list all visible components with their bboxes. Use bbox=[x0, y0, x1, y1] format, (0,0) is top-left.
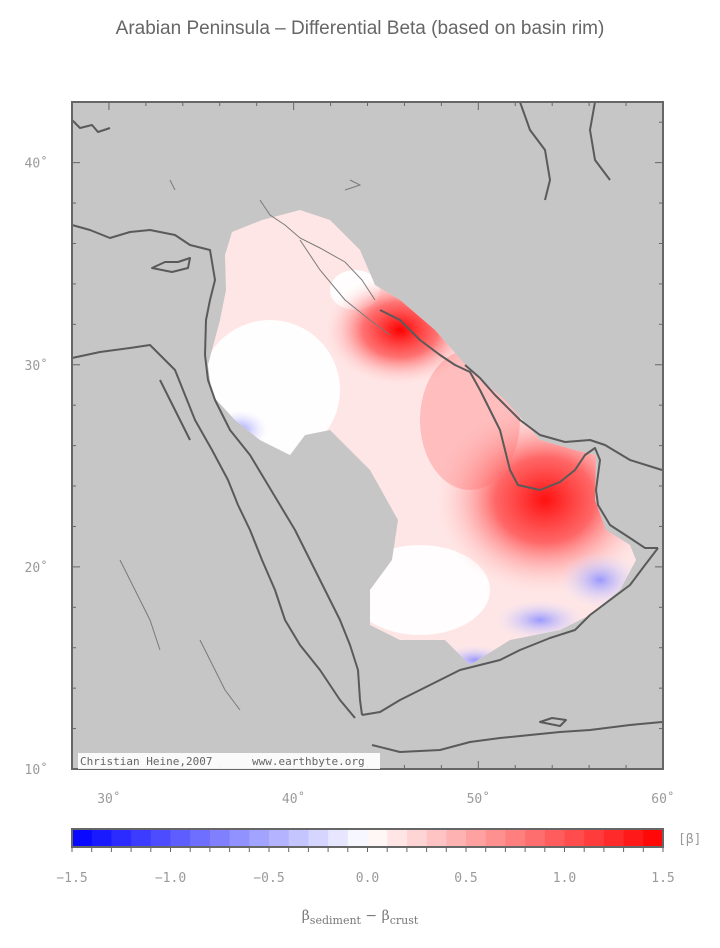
colorbar-unit: [β] bbox=[678, 832, 701, 847]
colorbar-segment bbox=[190, 829, 211, 847]
colorbar-tick-label: 0.5 bbox=[454, 871, 477, 886]
colorbar-segment bbox=[584, 829, 605, 847]
colorbar-tick-label: 0.0 bbox=[356, 871, 379, 886]
colorbar-tick-label: 1.0 bbox=[553, 871, 576, 886]
rivers bbox=[119, 179, 391, 711]
beta-crust-symbol: β bbox=[381, 908, 390, 924]
colorbar-segment bbox=[367, 829, 388, 847]
colorbar-segment bbox=[131, 829, 152, 847]
colorbar-tick-label: 1.5 bbox=[651, 871, 674, 886]
lon-tick-label: 30˚ bbox=[97, 791, 120, 807]
colorbar-segment bbox=[269, 829, 290, 847]
lat-axis: 10˚ 20˚ 30˚ 40˚ bbox=[25, 121, 663, 778]
credit-website: www.earthbyte.org bbox=[252, 755, 365, 768]
lon-axis: 30˚ 40˚ 50˚ 60˚ bbox=[71, 102, 675, 807]
colorbar-segment bbox=[347, 829, 368, 847]
colorbar-segment bbox=[603, 829, 625, 847]
beta-crust-subscript: crust bbox=[389, 913, 419, 927]
colorbar-segment bbox=[91, 829, 112, 847]
colorbar-segment bbox=[426, 829, 447, 847]
colorbar-segment bbox=[229, 829, 250, 847]
colorbar-segment bbox=[209, 829, 231, 847]
colorbar-segment bbox=[328, 829, 349, 847]
lat-tick-label: 20˚ bbox=[25, 560, 48, 576]
lon-tick-label: 60˚ bbox=[651, 791, 674, 807]
colorbar-segment bbox=[466, 829, 487, 847]
colorbar-tick-label: −1.5 bbox=[56, 871, 87, 886]
colorbar-segment bbox=[170, 829, 191, 847]
coastlines bbox=[71, 101, 663, 753]
colorbar-segment bbox=[150, 829, 171, 847]
colorbar-segment bbox=[111, 829, 132, 847]
colorbar-label: βsediment − βcrust bbox=[0, 908, 720, 927]
colorbar-segment bbox=[544, 829, 565, 847]
colorbar-segment bbox=[485, 829, 506, 847]
colorbar-ticks: −1.5 −1.0 −0.5 0.0 0.5 1.0 1.5 bbox=[56, 847, 675, 886]
lon-tick-label: 40˚ bbox=[282, 791, 305, 807]
colorbar-segment bbox=[564, 829, 585, 847]
colorbar-tick-label: −1.0 bbox=[155, 871, 186, 886]
lat-tick-label: 30˚ bbox=[25, 358, 48, 374]
lon-tick-label: 50˚ bbox=[467, 791, 490, 807]
colorbar-segment bbox=[387, 829, 408, 847]
colorbar-segment bbox=[643, 829, 664, 847]
colorbar-segment bbox=[623, 829, 644, 847]
colorbar-segment bbox=[249, 829, 270, 847]
colorbar-segment bbox=[525, 829, 546, 847]
colorbar-segment bbox=[406, 829, 428, 847]
colorbar-segment bbox=[72, 829, 93, 847]
colorbar-tick-label: −0.5 bbox=[253, 871, 284, 886]
colorbar-segment bbox=[505, 829, 526, 847]
colorbar-segment bbox=[288, 829, 309, 847]
beta-sediment-subscript: sediment bbox=[309, 913, 361, 927]
lat-tick-label: 40˚ bbox=[25, 156, 48, 172]
lat-tick-label: 10˚ bbox=[25, 762, 48, 778]
colorbar bbox=[72, 829, 664, 847]
credit-box bbox=[78, 753, 380, 769]
map-title: Arabian Peninsula – Differential Beta (b… bbox=[115, 18, 605, 39]
credit-author: Christian Heine,2007 bbox=[80, 755, 212, 768]
colorbar-segment bbox=[446, 829, 467, 847]
beta-sediment-symbol: β bbox=[301, 908, 310, 924]
colorbar-segment bbox=[308, 829, 329, 847]
label-minus: − bbox=[360, 908, 382, 924]
